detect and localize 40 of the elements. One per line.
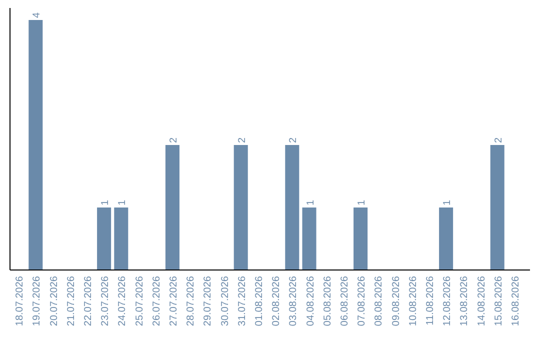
x-tick-label: 13.08.2026 <box>459 276 470 326</box>
data-label: 4 <box>32 12 43 18</box>
x-tick-label: 12.08.2026 <box>442 276 454 326</box>
x-tick-label: 24.07.2026 <box>117 276 128 326</box>
x-tick-label: 18.07.2026 <box>14 276 26 326</box>
x-tick-label: 19.07.2026 <box>32 276 43 326</box>
x-tick-label: 07.08.2026 <box>356 276 368 326</box>
data-label: 1 <box>356 200 368 206</box>
x-tick-label: 22.07.2026 <box>82 276 94 326</box>
data-label: 1 <box>305 200 316 206</box>
x-tick-label: 03.08.2026 <box>288 276 300 326</box>
x-tick-label: 05.08.2026 <box>322 276 334 326</box>
x-tick-label: 15.08.2026 <box>493 276 504 326</box>
x-tick-label: 06.08.2026 <box>339 276 350 326</box>
x-tick-label: 01.08.2026 <box>254 276 265 326</box>
x-tick-label: 25.07.2026 <box>134 276 146 326</box>
data-label: 1 <box>442 200 454 206</box>
data-label: 1 <box>117 200 128 206</box>
data-label: 2 <box>168 137 180 143</box>
x-tick-label: 21.07.2026 <box>66 276 77 326</box>
x-tick-label: 27.07.2026 <box>168 276 180 326</box>
x-tick-label: 30.07.2026 <box>220 276 231 326</box>
x-tick-label: 23.07.2026 <box>100 276 112 326</box>
data-label: 1 <box>100 200 112 206</box>
data-label: 2 <box>493 137 504 143</box>
data-label: 2 <box>236 137 248 143</box>
x-tick-label: 16.08.2026 <box>510 276 522 326</box>
x-tick-label: 20.07.2026 <box>48 276 60 326</box>
x-tick-label: 29.07.2026 <box>202 276 214 326</box>
x-tick-label: 04.08.2026 <box>305 276 316 326</box>
x-tick-label: 09.08.2026 <box>390 276 402 326</box>
x-tick-label: 14.08.2026 <box>476 276 488 326</box>
x-tick-label: 02.08.2026 <box>271 276 282 326</box>
x-tick-label: 28.07.2026 <box>186 276 197 326</box>
x-tick-label: 31.07.2026 <box>236 276 248 326</box>
x-tick-label: 10.08.2026 <box>408 276 419 326</box>
x-tick-label: 08.08.2026 <box>374 276 385 326</box>
data-label: 2 <box>288 137 300 143</box>
x-tick-label: 11.08.2026 <box>424 276 436 326</box>
x-tick-label: 26.07.2026 <box>151 276 162 326</box>
